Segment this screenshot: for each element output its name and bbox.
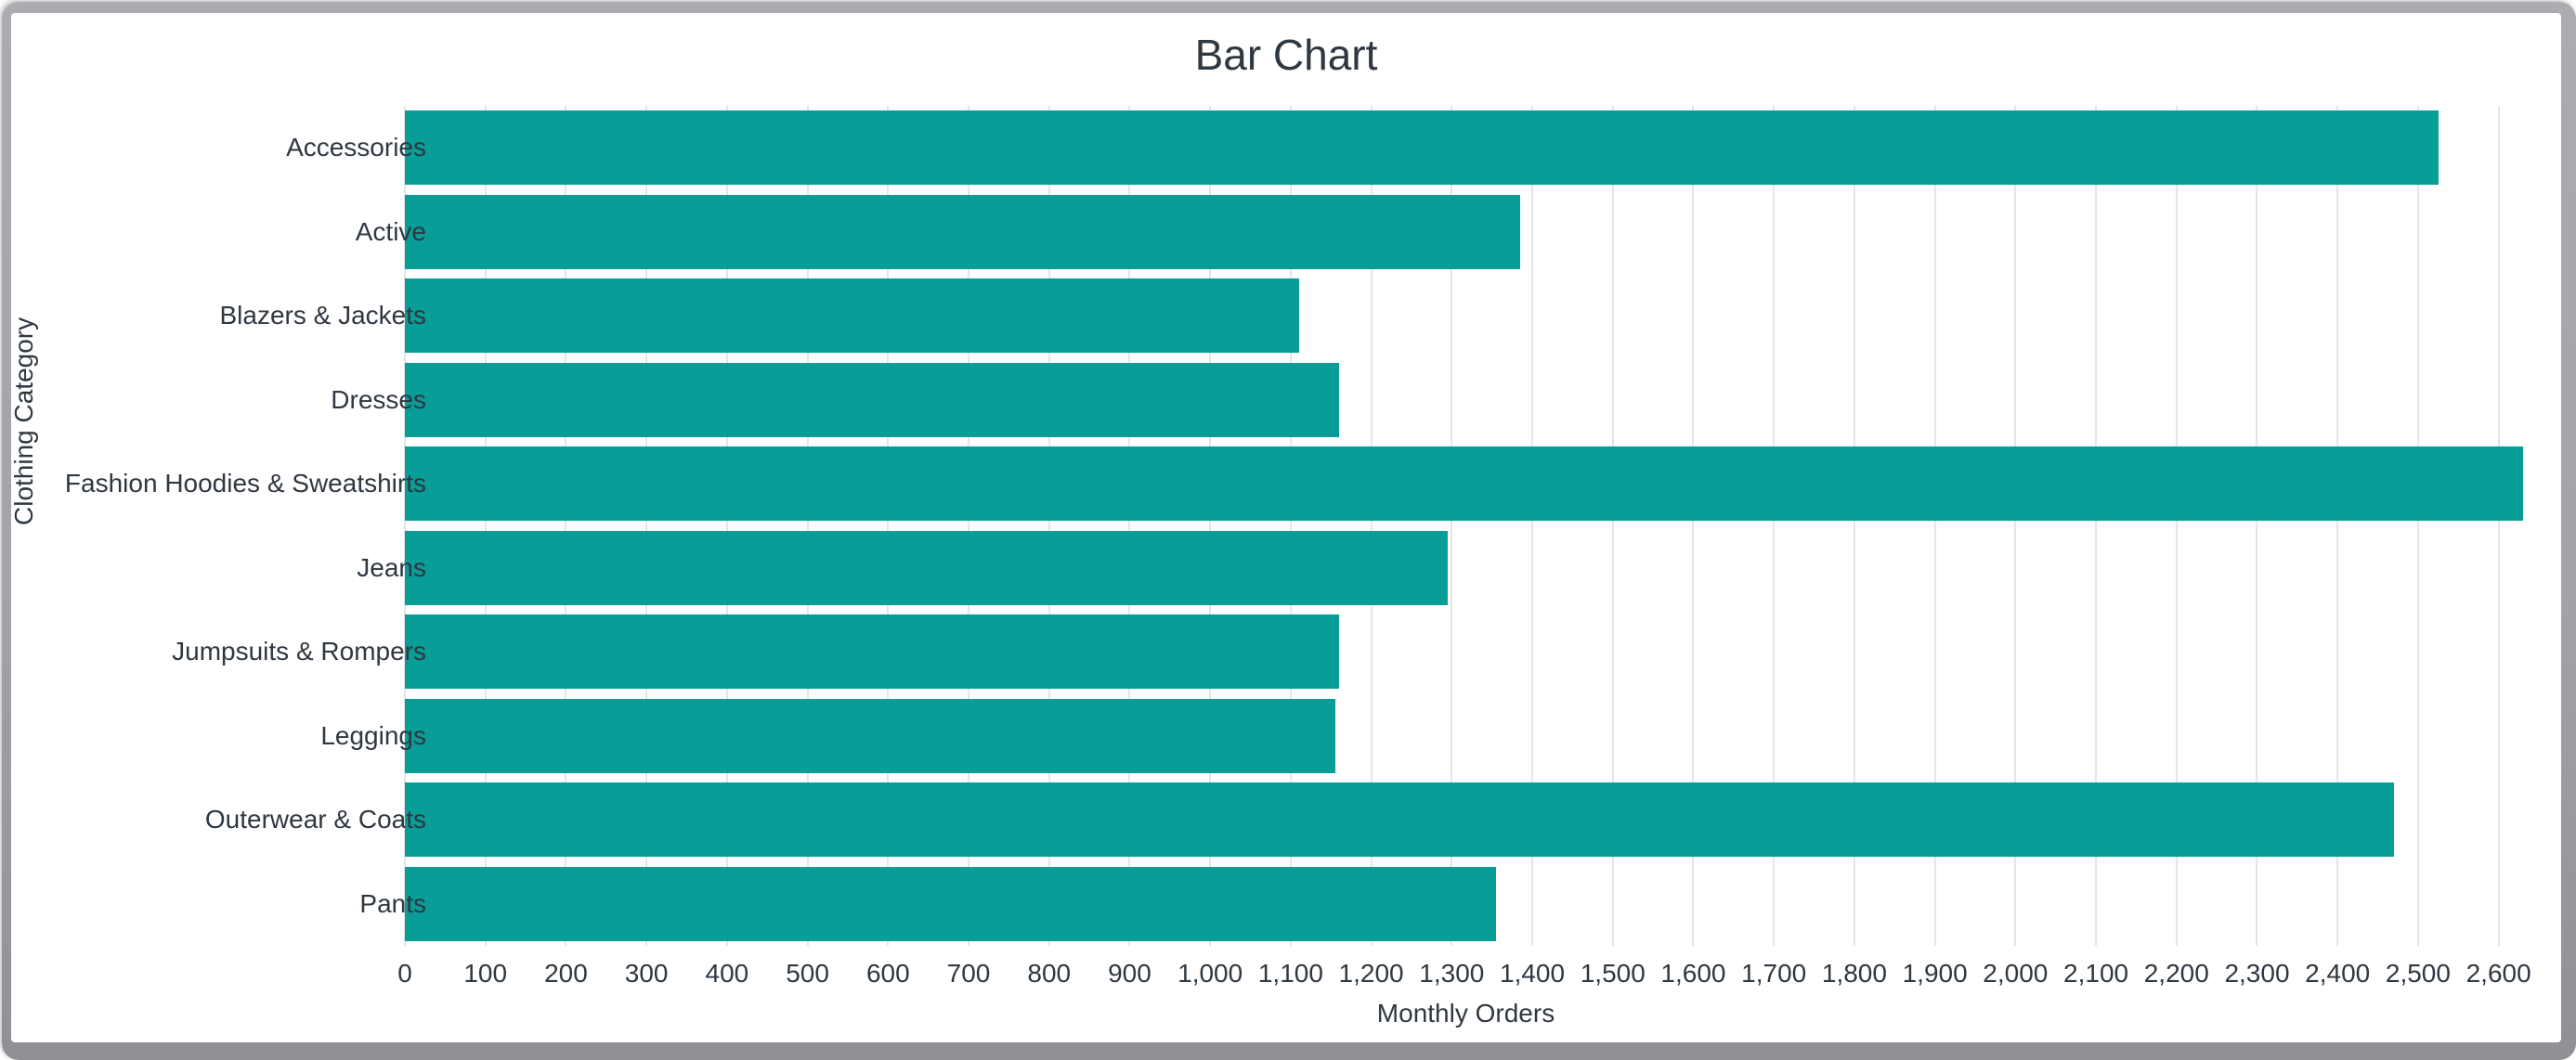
gridline-x-2,500 [2416, 106, 2419, 946]
x-tick-2,400: 2,400 [2305, 959, 2371, 988]
category-label-leggings: Leggings [320, 720, 426, 750]
gridline-x-2,200 [2175, 106, 2178, 946]
bar-active[interactable] [405, 194, 1521, 269]
category-label-active: Active [355, 216, 426, 246]
category-label-dresses: Dresses [331, 384, 426, 414]
category-label-pants: Pants [359, 888, 426, 918]
x-tick-2,300: 2,300 [2224, 959, 2290, 988]
bar-jeans[interactable] [405, 530, 1448, 605]
category-label-blazers-jackets: Blazers & Jackets [219, 301, 426, 330]
bar-accessories[interactable] [405, 110, 2439, 186]
gridline-x-1,300 [1451, 106, 1453, 946]
bar-blazers-jackets[interactable] [405, 278, 1299, 354]
x-tick-600: 600 [865, 959, 910, 988]
x-tick-1,900: 1,900 [1902, 959, 1968, 988]
x-tick-800: 800 [1027, 959, 1072, 988]
x-tick-2,600: 2,600 [2465, 959, 2531, 988]
gridline-x-1,500 [1611, 106, 1614, 946]
bar-leggings[interactable] [405, 698, 1335, 773]
chart-title: Bar Chart [1194, 31, 1378, 79]
x-tick-1,400: 1,400 [1499, 959, 1566, 988]
gridline-x-2,300 [2256, 106, 2258, 946]
x-tick-500: 500 [786, 959, 829, 988]
gridline-x-1,900 [1933, 106, 1936, 946]
category-label-jeans: Jeans [357, 552, 426, 582]
x-tick-700: 700 [946, 959, 991, 988]
x-tick-100: 100 [463, 959, 508, 988]
x-tick-1,000: 1,000 [1177, 959, 1243, 988]
gridline-x-700 [968, 106, 970, 946]
x-tick-2,500: 2,500 [2385, 959, 2451, 988]
x-axis-title: Monthly Orders [1376, 999, 1555, 1028]
gridline-x-500 [806, 106, 809, 946]
gridline-x-2,100 [2095, 106, 2098, 946]
x-tick-2,200: 2,200 [2143, 959, 2209, 988]
x-tick-1,300: 1,300 [1419, 959, 1485, 988]
gridline-x-1,100 [1289, 106, 1292, 946]
bar-pants[interactable] [405, 866, 1497, 941]
gridline-x-1,400 [1531, 106, 1534, 946]
x-tick-1,800: 1,800 [1821, 959, 1887, 988]
x-tick-400: 400 [705, 959, 749, 988]
x-tick-1,700: 1,700 [1741, 959, 1807, 988]
gridline-x-2,400 [2336, 106, 2339, 946]
category-label-jumpsuits-rompers: Jumpsuits & Rompers [172, 637, 426, 666]
gridline-x-800 [1047, 106, 1050, 946]
gridline-x-400 [725, 106, 728, 946]
gridline-x-300 [645, 106, 648, 946]
category-label-fashion-hoodies-sweatshirts: Fashion Hoodies & Sweatshirts [64, 469, 426, 498]
x-tick-1,600: 1,600 [1660, 959, 1726, 988]
bar-outerwear-coats[interactable] [405, 782, 2394, 858]
chart-canvas: Bar Chart Accessories Active Blazers & Jac… [11, 13, 2561, 1042]
gridline-x-2,000 [2014, 106, 2017, 946]
x-tick-200: 200 [544, 959, 588, 988]
plot-area [404, 106, 2527, 946]
gridline-x-1,000 [1209, 106, 1212, 946]
gridline-x-1,800 [1853, 106, 1855, 946]
gridline-x-0 [404, 106, 406, 946]
x-tick-2,100: 2,100 [2063, 959, 2129, 988]
gridline-x-1,700 [1773, 106, 1776, 946]
bar-jumpsuits-rompers[interactable] [405, 614, 1339, 690]
category-label-accessories: Accessories [286, 133, 426, 162]
y-axis-title: Clothing Category [11, 317, 38, 525]
bar-dresses[interactable] [405, 362, 1339, 437]
gridline-x-1,600 [1692, 106, 1695, 946]
gridline-x-100 [484, 106, 487, 946]
gridline-x-2,600 [2497, 106, 2500, 946]
x-tick-900: 900 [1108, 959, 1151, 988]
bar-fashion-hoodies-sweatshirts[interactable] [405, 446, 2523, 522]
gridline-x-200 [565, 106, 567, 946]
gridline-x-600 [887, 106, 890, 946]
x-tick-0: 0 [397, 959, 412, 988]
gridline-x-900 [1128, 106, 1131, 946]
x-tick-1,200: 1,200 [1338, 959, 1404, 988]
x-tick-1,500: 1,500 [1580, 959, 1646, 988]
x-tick-300: 300 [624, 959, 669, 988]
x-tick-1,100: 1,100 [1257, 959, 1323, 988]
gridline-x-1,200 [1370, 106, 1373, 946]
category-label-outerwear-coats: Outerwear & Coats [204, 805, 426, 834]
x-tick-2,000: 2,000 [1983, 959, 2049, 988]
